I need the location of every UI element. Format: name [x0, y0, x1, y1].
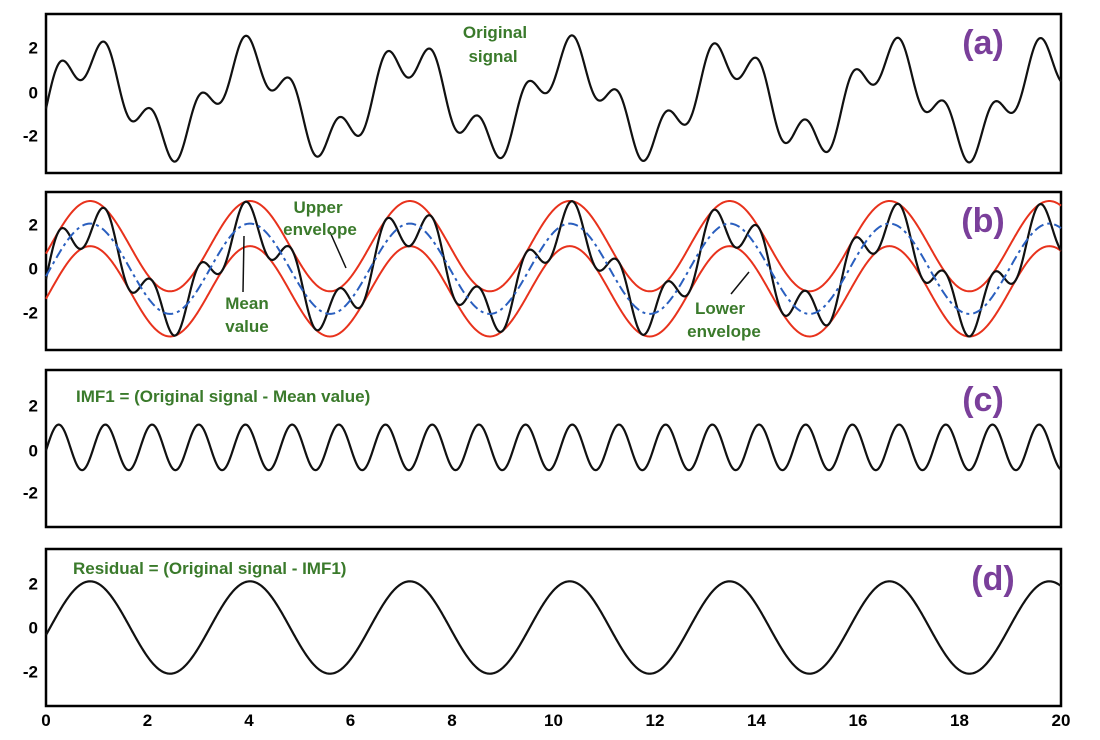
x-tick-label-6: 6: [346, 711, 355, 730]
panel-a: 2 0 -2 Original signal (a): [23, 12, 1063, 175]
x-tick-label-8: 8: [447, 711, 456, 730]
annotation-upper-envelope-line2: envelope: [283, 220, 357, 239]
panel-b: 2 0 -2 Upper envelope Mean value Lower e…: [23, 190, 1063, 352]
panel-label-b: (b): [961, 202, 1004, 240]
panel-a-ytick-0: 0: [29, 83, 38, 102]
panel-a-ytick-neg2: -2: [23, 126, 38, 145]
panel-label-a: (a): [962, 24, 1004, 62]
annotation-mean-value-line2: value: [225, 317, 268, 336]
panel-d-series: [45, 580, 1062, 675]
panel-d: 2 0 -2 Residual = (Original signal - IMF…: [23, 547, 1070, 730]
x-tick-label-0: 0: [41, 711, 50, 730]
x-tick-label-12: 12: [646, 711, 665, 730]
panel-b-ytick-2: 2: [29, 215, 38, 234]
panel-label-d: (d): [971, 560, 1014, 598]
x-tick-label-16: 16: [849, 711, 868, 730]
panel-d-frame: [44, 547, 1063, 708]
panel-a-frame: [44, 12, 1063, 175]
annotation-lower-envelope-line1: Lower: [695, 299, 745, 318]
series-original-line: [44, 34, 1062, 164]
panel-d-ytick-neg2: -2: [23, 662, 38, 681]
annotation-imf1: IMF1 = (Original signal - Mean value): [76, 387, 370, 406]
panel-b-series: [44, 200, 1062, 338]
series-upper-envelope-line: [45, 200, 1062, 293]
upper-envelope-leader: [329, 231, 347, 269]
x-tick-label-10: 10: [544, 711, 563, 730]
panel-a-ytick-2: 2: [29, 38, 38, 57]
annotation-original-signal-line1: Original: [463, 23, 527, 42]
x-tick-label-14: 14: [747, 711, 766, 730]
annotation-residual: Residual = (Original signal - IMF1): [73, 559, 346, 578]
panel-label-c: (c): [962, 381, 1004, 419]
panel-b-ytick-0: 0: [29, 259, 38, 278]
panel-b-ytick-neg2: -2: [23, 303, 38, 322]
x-axis-ticks: 0 2 4 6 8 10 12 14 16 18 20: [41, 711, 1070, 730]
series-imf1-line: [44, 423, 1062, 472]
annotation-mean-value-line1: Mean: [225, 294, 268, 313]
panel-c: 2 0 -2 IMF1 = (Original signal - Mean va…: [23, 368, 1063, 529]
x-tick-label-18: 18: [950, 711, 969, 730]
series-mean-line: [45, 222, 1062, 315]
annotation-upper-envelope-line1: Upper: [293, 198, 343, 217]
series-original-line: [44, 200, 1062, 338]
lower-envelope-leader: [730, 271, 750, 295]
panel-c-ytick-2: 2: [29, 396, 38, 415]
x-tick-label-2: 2: [143, 711, 152, 730]
series-lower-envelope-line: [45, 245, 1062, 338]
x-tick-label-20: 20: [1052, 711, 1071, 730]
panel-b-frame: [44, 190, 1063, 352]
panel-c-series: [44, 423, 1062, 472]
panel-a-series: [44, 34, 1062, 164]
panel-d-ytick-0: 0: [29, 618, 38, 637]
mean-value-leader: [242, 235, 245, 293]
panel-c-ytick-0: 0: [29, 441, 38, 460]
annotation-lower-envelope-line2: envelope: [687, 322, 761, 341]
panel-c-ytick-neg2: -2: [23, 483, 38, 502]
series-residual-line: [45, 580, 1062, 675]
panel-d-ytick-2: 2: [29, 574, 38, 593]
annotation-original-signal-line2: signal: [468, 47, 517, 66]
x-tick-label-4: 4: [244, 711, 254, 730]
